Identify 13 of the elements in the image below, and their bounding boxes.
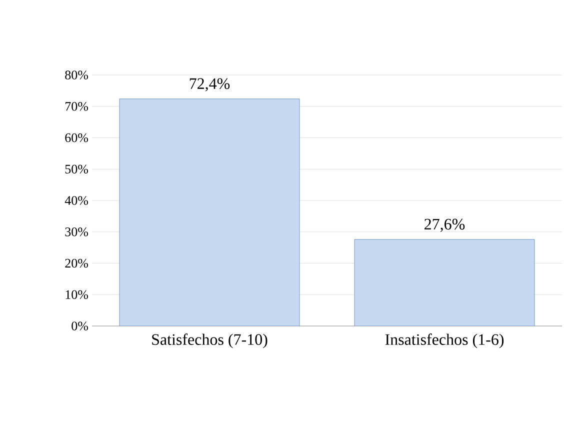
x-tick-label: Satisfechos (7-10)	[152, 334, 268, 348]
y-tick-label: 80%	[65, 70, 88, 80]
y-tick-label: 0%	[72, 322, 88, 330]
y-tick-label: 70%	[66, 102, 88, 111]
data-label: 27,6%	[424, 218, 465, 232]
y-tick-label: 10%	[66, 290, 88, 300]
x-tick-label: Insatisfechos (1-6)	[385, 334, 504, 348]
y-tick-label: 20%	[65, 258, 88, 268]
y-tick-label: 60%	[65, 133, 88, 142]
data-label: 72,4%	[190, 78, 230, 92]
y-tick-label: 50%	[65, 164, 88, 174]
y-tick-label: 40%	[64, 196, 88, 205]
y-tick-label: 30%	[65, 227, 88, 236]
